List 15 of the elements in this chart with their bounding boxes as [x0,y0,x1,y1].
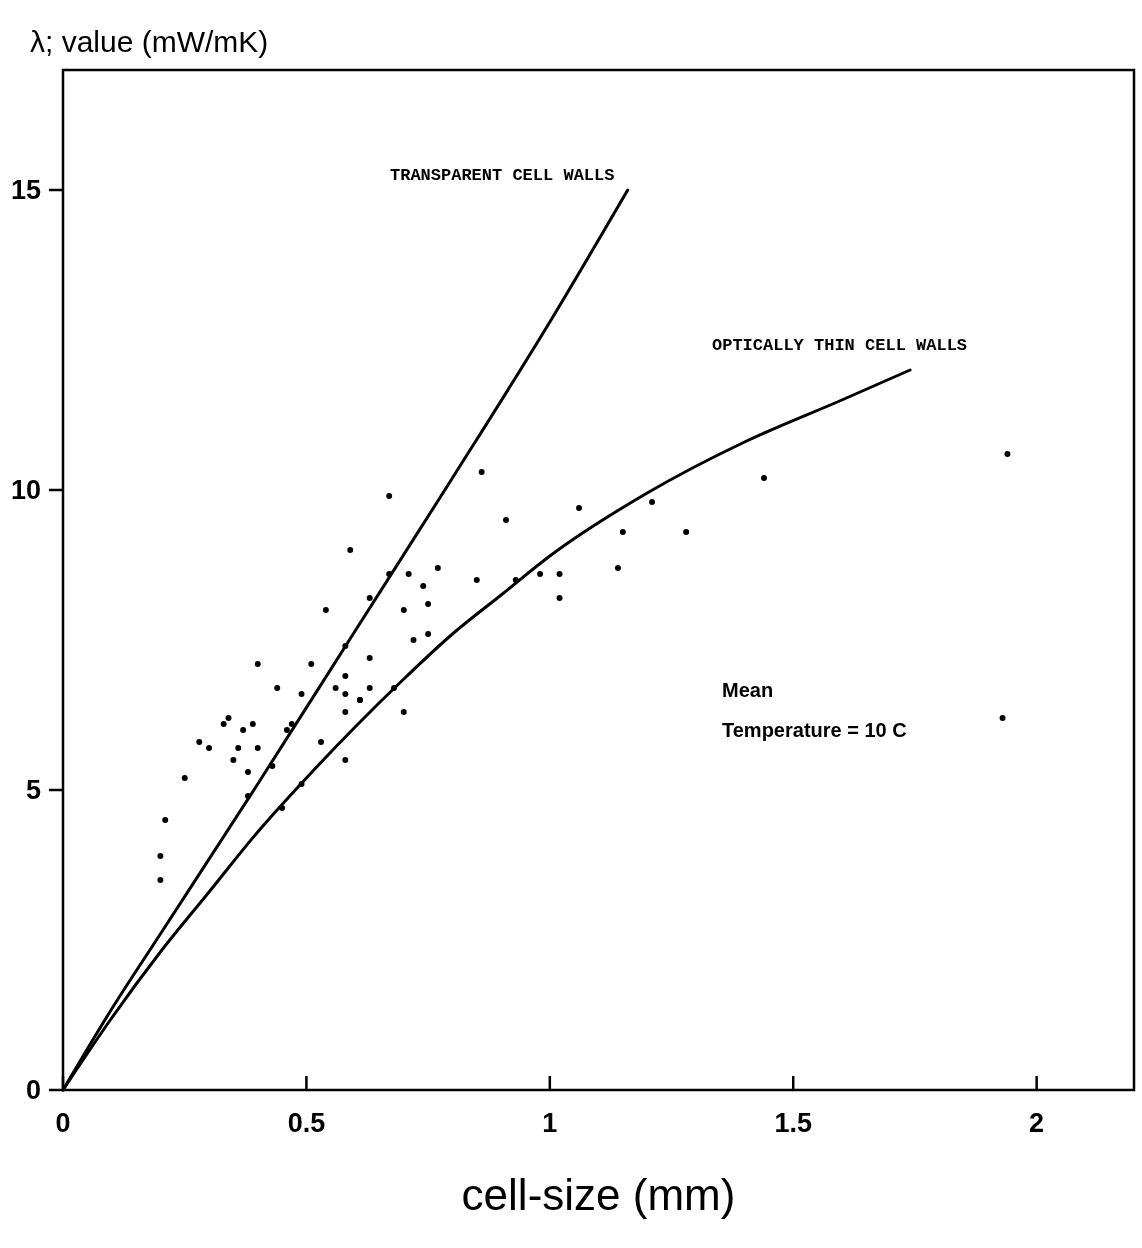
y-tick-label: 15 [10,175,41,206]
y-axis-title: λ; value (mW/mK) [30,25,269,58]
y-tick-label: 5 [25,775,41,806]
x-tick-label: 2 [1029,1108,1045,1138]
x-tick-label: 0.5 [287,1108,326,1138]
x-tick-label: 1.5 [774,1108,812,1138]
annotation: Temperature = 10 C [722,719,907,741]
x-tick-label: 1 [542,1108,558,1138]
annotation: OPTICALLY THIN CELL WALLS [712,336,968,355]
annotation: TRANSPARENT CELL WALLS [390,166,615,185]
annotation: Mean [722,679,774,701]
y-tick-label: 10 [10,475,41,506]
x-axis-title: cell-size (mm) [461,1170,736,1219]
x-tick-label: 0 [55,1108,71,1138]
y-tick-label: 0 [25,1075,41,1106]
